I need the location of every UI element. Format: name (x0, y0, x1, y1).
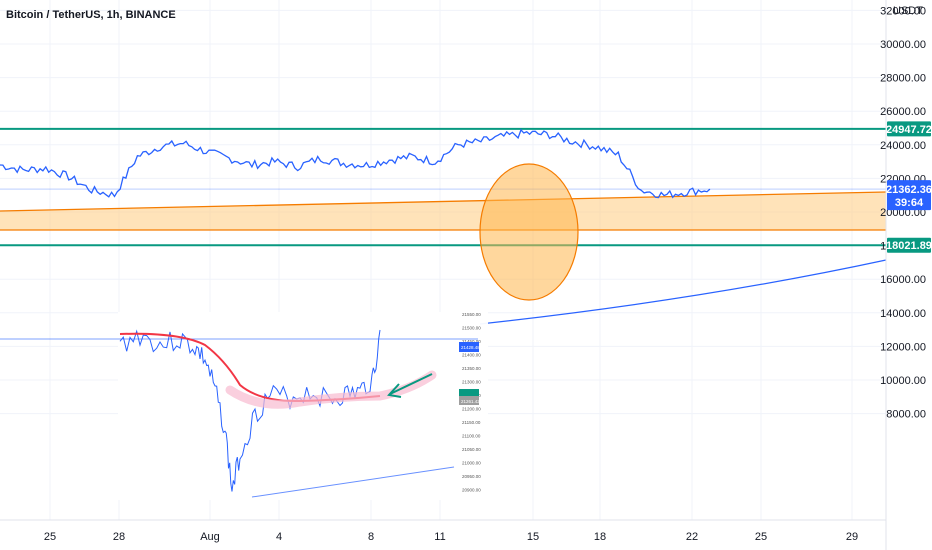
y-tick-label: 32000.00 (880, 5, 926, 17)
inset-y-tick: 21350.00 (462, 366, 481, 371)
x-tick-label: Aug (200, 531, 220, 543)
y-tick-label: 24000.00 (880, 140, 926, 152)
y-tick-label: 26000.00 (880, 106, 926, 118)
inset-y-tick: 21150.00 (462, 420, 481, 425)
arrow-icon (387, 373, 433, 398)
current-price-tag-text: 39:64 (895, 197, 924, 209)
resistance-tag: 24947.72 (886, 121, 932, 137)
y-tick-label: 14000.00 (880, 308, 926, 320)
inset-price-axis: 21550.00 21500.00 21450.00 21400.00 21350.00… (459, 312, 481, 493)
support-tag: 18021.89 (886, 237, 932, 253)
symbol-title: Bitcoin / TetherUS, 1h, BINANCE (6, 9, 176, 21)
axis-unit: USDT (893, 5, 923, 17)
y-tick-label: 16000.00 (880, 274, 926, 286)
orange-channel[interactable] (0, 191, 887, 231)
inset-green-tag (459, 389, 479, 396)
resistance-tag-text: 24947.72 (886, 124, 932, 136)
inset-y-tick: 21200.00 (462, 407, 481, 412)
channel-fill (0, 192, 886, 230)
y-tick-label: 30000.00 (880, 39, 926, 51)
inset-tag-1: 21428.48 (459, 342, 480, 352)
x-tick-label: 22 (686, 531, 698, 543)
inset-tag-2-text: 21261.42 (461, 399, 480, 404)
inset-y-tick: 21300.00 (462, 380, 481, 385)
x-tick-label: 11 (434, 531, 445, 543)
inset-price-line (119, 329, 381, 492)
inset-y-tick: 21450.00 (462, 339, 481, 344)
y-tick-label: 28000.00 (880, 73, 926, 85)
highlight-ellipse[interactable] (479, 163, 579, 301)
inset-y-tick: 21400.00 (462, 353, 481, 358)
inset-tag-1-bg (459, 342, 479, 352)
support-tag-bg (887, 237, 931, 253)
x-tick-label: 29 (846, 531, 858, 543)
x-tick-label: 25 (755, 531, 767, 543)
inset-tag-1-text: 21428.48 (461, 345, 480, 350)
y-tick-label: 8000.00 (886, 409, 926, 421)
price-axis[interactable]: 36000.0034000.0032000.0030000.0028000.00… (880, 0, 926, 421)
x-tick-label: 28 (113, 531, 125, 543)
current-price-tag-bg (887, 180, 931, 211)
arrow-head (387, 383, 402, 398)
support-tag-text: 18021.89 (886, 240, 932, 252)
x-tick-label: 18 (594, 531, 606, 543)
channel-top-line[interactable] (0, 191, 887, 212)
inset-y-tick: 21500.00 (462, 326, 481, 331)
inset-y-tick: 21000.00 (462, 461, 481, 466)
inset-tag-2: 21261.42 (459, 396, 480, 405)
y-tick-label: 12000.00 (880, 341, 926, 353)
inset-y-tick: 21550.00 (462, 312, 481, 317)
inset-chart-image: 21550.00 21500.00 21450.00 21400.00 21350.00… (0, 312, 488, 500)
curved-trend-line[interactable] (479, 259, 887, 325)
x-tick-label: 8 (368, 531, 374, 543)
x-tick-label: 4 (276, 531, 282, 543)
x-tick-label: 15 (527, 531, 539, 543)
inset-highlight-stroke (225, 370, 437, 409)
inset-trend-line (251, 466, 455, 498)
price-line[interactable] (0, 128, 711, 199)
y-tick-label: 10000.00 (880, 375, 926, 387)
inset-tag-2-bg (459, 396, 479, 405)
inset-y-tick: 20900.00 (462, 488, 481, 493)
time-axis[interactable]: 25 28 Aug 4 8 11 15 18 22 25 29 (44, 531, 858, 543)
x-tick-label: 25 (44, 531, 56, 543)
resistance-tag-bg (887, 121, 931, 137)
inset-y-tick: 21100.00 (462, 434, 481, 439)
arrow-shaft (389, 373, 433, 395)
current-price-tag-text: 21362.36 (886, 184, 932, 196)
inset-y-tick: 21050.00 (462, 447, 481, 452)
inset-y-tick: 20950.00 (462, 474, 481, 479)
